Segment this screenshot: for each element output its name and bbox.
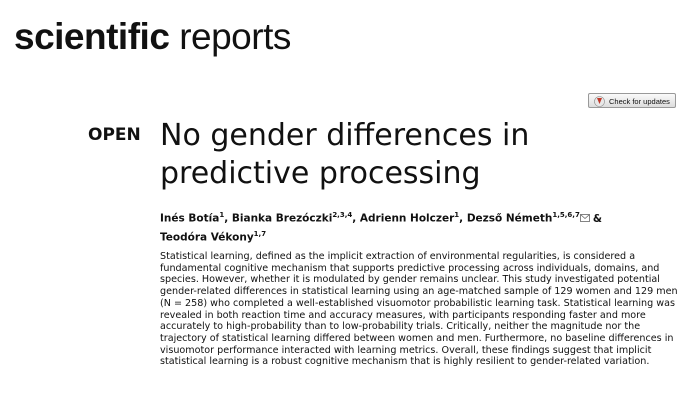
author-separator: ,: [352, 212, 357, 225]
author-separator: &: [592, 212, 603, 225]
author-affiliations: 1,5,6,7: [552, 211, 580, 219]
author-name: Dezső Németh: [466, 212, 553, 225]
journal-name-bold: scientific: [14, 16, 170, 57]
journal-name-light: reports: [179, 16, 291, 57]
author-name: Inés Botía: [160, 212, 220, 225]
abstract: Statistical learning, defined as the imp…: [160, 251, 678, 368]
author-name: Bianka Brezóczki: [231, 212, 333, 225]
author-affiliations: 2,3,4: [332, 211, 353, 219]
author-separator: ,: [459, 212, 464, 225]
author-separator: ,: [224, 212, 229, 225]
badge-icon: [594, 96, 605, 107]
author-affiliations: 1: [219, 211, 225, 219]
email-icon[interactable]: [579, 213, 590, 222]
journal-logo: scientific reports: [14, 16, 291, 58]
author-list: Inés Botía1, Bianka Brezóczki2,3,4, Adri…: [160, 208, 610, 245]
author-affiliations: 1,7: [253, 229, 267, 238]
author-name: Adrienn Holczer: [359, 212, 455, 225]
badge-label: Check for updates: [609, 97, 670, 106]
check-updates-button[interactable]: Check for updates: [588, 93, 676, 108]
article-title: No gender differences in predictive proc…: [160, 118, 530, 191]
open-access-label: OPEN: [88, 125, 141, 145]
author-affiliations: 1: [454, 211, 460, 219]
author-name: Teodóra Vékony: [160, 231, 254, 243]
